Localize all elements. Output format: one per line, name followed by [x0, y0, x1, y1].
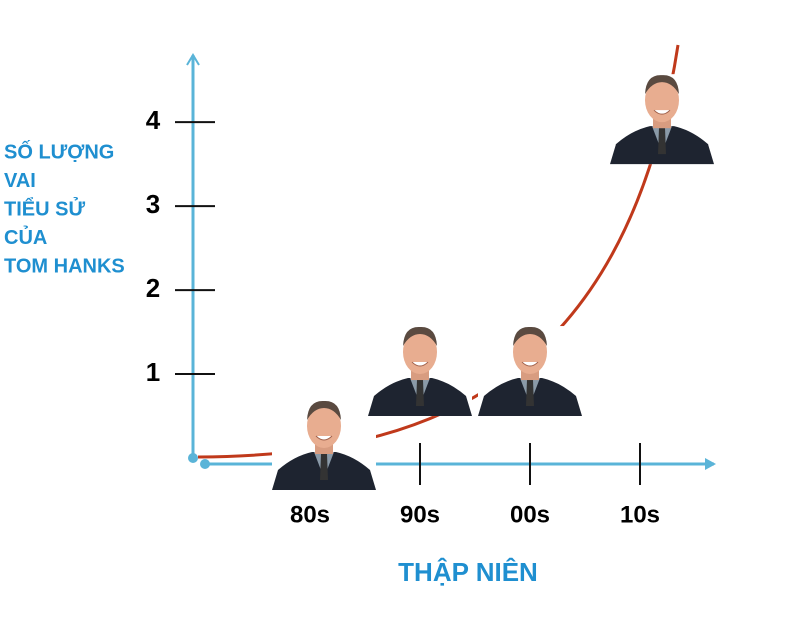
y-axis-arrow — [186, 53, 200, 66]
photo-mark — [368, 326, 472, 417]
hair — [645, 75, 679, 95]
hair — [513, 326, 547, 347]
smile — [315, 435, 333, 441]
tie — [416, 380, 424, 407]
y-tick-label: 2 — [146, 273, 160, 303]
y-tick-label: 3 — [146, 189, 160, 219]
x-tick-label: 80s — [290, 501, 330, 528]
photo-mark — [478, 326, 582, 417]
x-tick-label: 00s — [510, 501, 550, 528]
smile — [653, 109, 671, 115]
y-axis-label: CỦA — [4, 225, 47, 249]
tie — [320, 454, 328, 480]
smile — [411, 361, 429, 367]
face — [513, 330, 547, 375]
tie — [526, 380, 534, 407]
y-axis-label: TIỂU SỬ — [4, 196, 85, 220]
photo-mark — [272, 400, 376, 490]
smile — [521, 361, 539, 367]
y-tick-label: 4 — [146, 105, 161, 135]
x-tick-label: 90s — [400, 501, 440, 528]
y-axis-label: VAI — [4, 170, 36, 192]
origin-dot — [188, 453, 198, 463]
hair — [403, 326, 437, 347]
origin-dot — [200, 459, 210, 469]
face — [645, 78, 679, 123]
face — [403, 330, 437, 375]
y-tick-label: 1 — [146, 357, 160, 387]
x-axis-arrow — [705, 458, 716, 470]
y-axis-label: SỐ LƯỢNG — [4, 139, 114, 163]
hair — [307, 400, 341, 420]
face — [307, 404, 341, 448]
photo-mark — [610, 74, 714, 165]
x-tick-label: 10s — [620, 501, 660, 528]
tie — [658, 128, 666, 155]
x-axis-label: THẬP NIÊN — [398, 557, 538, 587]
y-axis-label: TOM HANKS — [4, 255, 125, 277]
